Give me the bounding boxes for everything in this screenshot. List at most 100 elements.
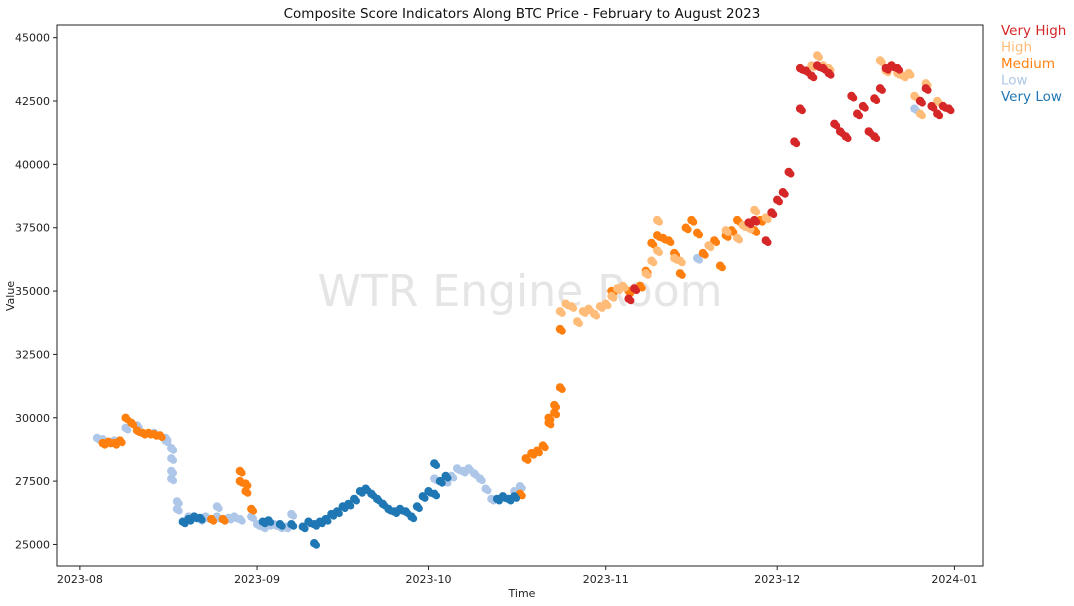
data-point — [724, 233, 732, 241]
legend-entry: Low — [1001, 73, 1028, 89]
data-point — [541, 444, 549, 452]
legend-entry: Medium — [1001, 56, 1055, 72]
y-tick-label: 40000 — [15, 158, 50, 171]
legend-entry: High — [1001, 40, 1032, 56]
data-point — [895, 66, 904, 74]
data-point — [438, 479, 446, 487]
data-point — [249, 515, 258, 523]
chart-title: Composite Score Indicators Along BTC Pri… — [284, 6, 761, 22]
data-point — [209, 517, 218, 525]
axes: 25000 27500 30000 32500 35000 37500 40000 42500… — [15, 24, 984, 586]
x-tick-label: 2024-01 — [931, 573, 977, 586]
data-point — [667, 238, 675, 246]
data-point — [558, 309, 566, 317]
data-point — [684, 226, 692, 234]
data-point — [158, 433, 166, 442]
x-tick-label: 2023-08 — [57, 573, 103, 586]
data-point — [604, 302, 612, 310]
legend-entry: Very High — [1001, 23, 1066, 39]
data-point — [175, 507, 183, 515]
data-point — [770, 210, 778, 219]
data-point — [907, 71, 915, 79]
data-point — [918, 112, 926, 120]
data-point — [678, 259, 686, 267]
data-point — [810, 74, 818, 82]
y-tick-label: 37500 — [15, 222, 50, 235]
data-point — [290, 512, 298, 520]
data-point — [444, 474, 452, 482]
data-point — [169, 456, 178, 464]
data-point — [798, 107, 806, 115]
data-point — [655, 218, 664, 226]
data-point — [747, 226, 755, 234]
data-point — [775, 198, 784, 206]
data-point — [352, 497, 360, 505]
data-point — [267, 518, 275, 527]
data-point — [518, 492, 526, 500]
data-point — [627, 297, 635, 305]
data-point — [347, 502, 355, 510]
data-point — [935, 112, 944, 120]
data-point — [793, 140, 801, 148]
data-point — [724, 228, 732, 236]
data-point — [650, 259, 658, 267]
y-tick-label: 35000 — [15, 285, 50, 298]
data-point — [478, 477, 486, 485]
plot-background — [57, 25, 983, 566]
data-point — [924, 86, 932, 94]
data-point — [421, 494, 429, 502]
data-point — [324, 517, 332, 525]
data-point — [221, 517, 229, 525]
data-point — [238, 517, 246, 525]
data-point — [415, 504, 423, 513]
data-point — [118, 439, 126, 447]
data-point — [444, 479, 452, 487]
y-tick-label: 30000 — [15, 412, 50, 425]
data-point — [610, 294, 618, 302]
data-point — [638, 284, 646, 292]
x-tick-label: 2023-10 — [406, 573, 452, 586]
data-point — [655, 248, 664, 257]
data-point — [535, 449, 543, 457]
data-point — [781, 190, 789, 198]
data-point — [850, 94, 858, 102]
data-point — [570, 304, 578, 312]
data-point — [712, 238, 721, 246]
data-point — [238, 469, 246, 477]
data-point — [855, 112, 864, 120]
data-point — [707, 243, 715, 252]
data-point — [512, 494, 521, 502]
data-point — [575, 319, 584, 328]
data-point — [552, 411, 561, 419]
data-point — [844, 134, 852, 143]
data-point — [701, 251, 709, 259]
series-very-high — [624, 61, 955, 305]
data-point — [410, 515, 418, 523]
data-point — [278, 522, 286, 530]
data-point — [753, 228, 761, 236]
data-point — [644, 271, 652, 279]
data-point — [592, 312, 601, 320]
data-point — [290, 522, 298, 530]
data-point — [335, 509, 343, 518]
data-point — [947, 107, 955, 115]
y-axis-label: Value — [4, 281, 17, 311]
series-very-low — [178, 459, 521, 549]
data-point — [735, 236, 744, 244]
y-tick-label: 32500 — [15, 348, 50, 361]
y-tick-label: 27500 — [15, 475, 50, 488]
data-point — [432, 492, 441, 500]
data-point — [873, 134, 881, 143]
data-point — [878, 86, 886, 94]
data-point — [918, 99, 926, 107]
data-point — [552, 403, 561, 411]
data-point — [169, 477, 178, 485]
x-axis-label: Time — [508, 587, 536, 600]
watermark-text: WTR Engine Room — [317, 266, 722, 317]
data-point — [547, 421, 555, 429]
data-point — [632, 286, 641, 295]
data-point — [558, 327, 566, 335]
data-point — [244, 489, 252, 497]
